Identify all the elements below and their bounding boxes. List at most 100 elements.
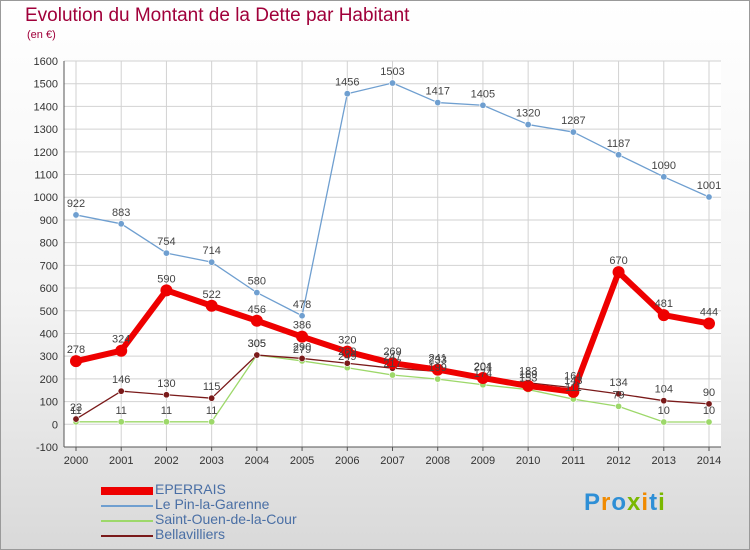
data-label: 269 <box>383 346 401 358</box>
chart-subtitle: (en €) <box>27 29 56 41</box>
data-label: 143 <box>564 375 582 387</box>
data-point <box>162 418 170 426</box>
data-point <box>117 387 125 395</box>
x-tick-label: 2010 <box>516 455 540 467</box>
y-tick-label: 100 <box>40 397 58 409</box>
data-point <box>117 220 125 228</box>
x-tick-label: 2007 <box>380 455 404 467</box>
y-tick-label: 700 <box>40 260 58 272</box>
data-point <box>298 312 306 320</box>
data-label: 481 <box>655 298 673 310</box>
y-tick-label: 0 <box>52 419 58 431</box>
x-tick-label: 2009 <box>471 455 495 467</box>
data-label: 1503 <box>380 66 404 78</box>
data-point <box>476 371 489 384</box>
data-label: 11 <box>206 405 217 417</box>
x-tick-label: 2014 <box>697 455 721 467</box>
y-tick-label: 300 <box>40 351 58 363</box>
data-label: 883 <box>112 207 130 219</box>
data-label: 249 <box>338 351 356 363</box>
data-label: 146 <box>112 374 130 386</box>
legend-item: EPERRAIS <box>101 481 361 499</box>
data-point <box>434 99 442 107</box>
chart-title: Evolution du Montant de la Dette par Hab… <box>25 5 410 26</box>
data-label: 79 <box>612 389 624 401</box>
data-label: 153 <box>519 373 537 385</box>
data-point <box>343 90 351 98</box>
legend-item: Bellavilliers <box>101 526 361 544</box>
data-label: 305 <box>248 338 266 350</box>
data-point <box>705 193 713 201</box>
legend-swatch <box>101 520 153 522</box>
data-point <box>343 359 351 367</box>
data-label: 290 <box>293 341 311 353</box>
data-point <box>615 390 623 398</box>
data-label: 233 <box>429 354 447 366</box>
data-label: 320 <box>338 335 356 347</box>
data-point <box>208 418 216 426</box>
legend-label: EPERRAIS <box>155 481 226 497</box>
data-point <box>296 330 309 343</box>
y-tick-label: 600 <box>40 283 58 295</box>
legend-label: Le Pin-la-Garenne <box>155 496 270 512</box>
data-point <box>250 314 263 327</box>
x-tick-label: 2008 <box>425 455 449 467</box>
x-tick-label: 2002 <box>154 455 178 467</box>
data-label: 11 <box>161 405 172 417</box>
data-label: 305 <box>248 338 266 350</box>
data-label: 161 <box>564 371 582 383</box>
data-label: 204 <box>474 361 492 373</box>
x-tick-label: 2006 <box>335 455 359 467</box>
data-point <box>567 385 580 398</box>
data-point <box>657 309 670 322</box>
data-label: 456 <box>248 304 266 316</box>
data-point <box>341 345 354 358</box>
data-point <box>160 284 173 297</box>
data-label: 1287 <box>561 115 585 127</box>
data-label: 104 <box>655 384 673 396</box>
data-label: 922 <box>67 198 85 210</box>
data-point <box>524 121 532 129</box>
y-tick-label: 800 <box>40 238 58 250</box>
x-tick-label: 2011 <box>562 455 586 467</box>
data-point <box>660 173 668 181</box>
data-label: 115 <box>203 381 221 393</box>
data-label: 754 <box>157 236 175 248</box>
y-tick-label: 200 <box>40 374 58 386</box>
y-tick-label: 1300 <box>34 124 58 136</box>
data-label: 670 <box>609 255 627 267</box>
y-tick-label: 1400 <box>34 101 58 113</box>
data-point <box>388 79 396 87</box>
data-label: 590 <box>157 273 175 285</box>
y-tick-label: 900 <box>40 215 58 227</box>
y-tick-label: 1200 <box>34 147 58 159</box>
data-label: 247 <box>383 351 401 363</box>
data-point <box>386 357 399 370</box>
data-point <box>72 211 80 219</box>
legend-swatch <box>101 505 153 507</box>
data-label: 23 <box>70 402 82 414</box>
data-label: 130 <box>157 378 175 390</box>
x-tick-label: 2001 <box>109 455 133 467</box>
data-point <box>569 128 577 136</box>
y-tick-label: 500 <box>40 306 58 318</box>
data-point <box>205 299 218 312</box>
data-point <box>660 418 668 426</box>
y-tick-label: 400 <box>40 328 58 340</box>
y-tick-label: 1000 <box>34 192 58 204</box>
data-point <box>660 397 668 405</box>
data-label: 241 <box>429 353 447 365</box>
data-point <box>705 400 713 408</box>
data-label: 169 <box>519 369 537 381</box>
data-label: 580 <box>248 276 266 288</box>
data-label: 478 <box>293 299 311 311</box>
data-point <box>431 363 444 376</box>
data-label: 1320 <box>516 108 540 120</box>
data-label: 199 <box>429 362 447 374</box>
data-point <box>388 371 396 379</box>
legend-label: Saint-Ouen-de-la-Cour <box>155 511 297 527</box>
data-point <box>72 415 80 423</box>
data-label: 11 <box>70 405 81 417</box>
data-label: 1417 <box>425 86 449 98</box>
data-point <box>615 402 623 410</box>
